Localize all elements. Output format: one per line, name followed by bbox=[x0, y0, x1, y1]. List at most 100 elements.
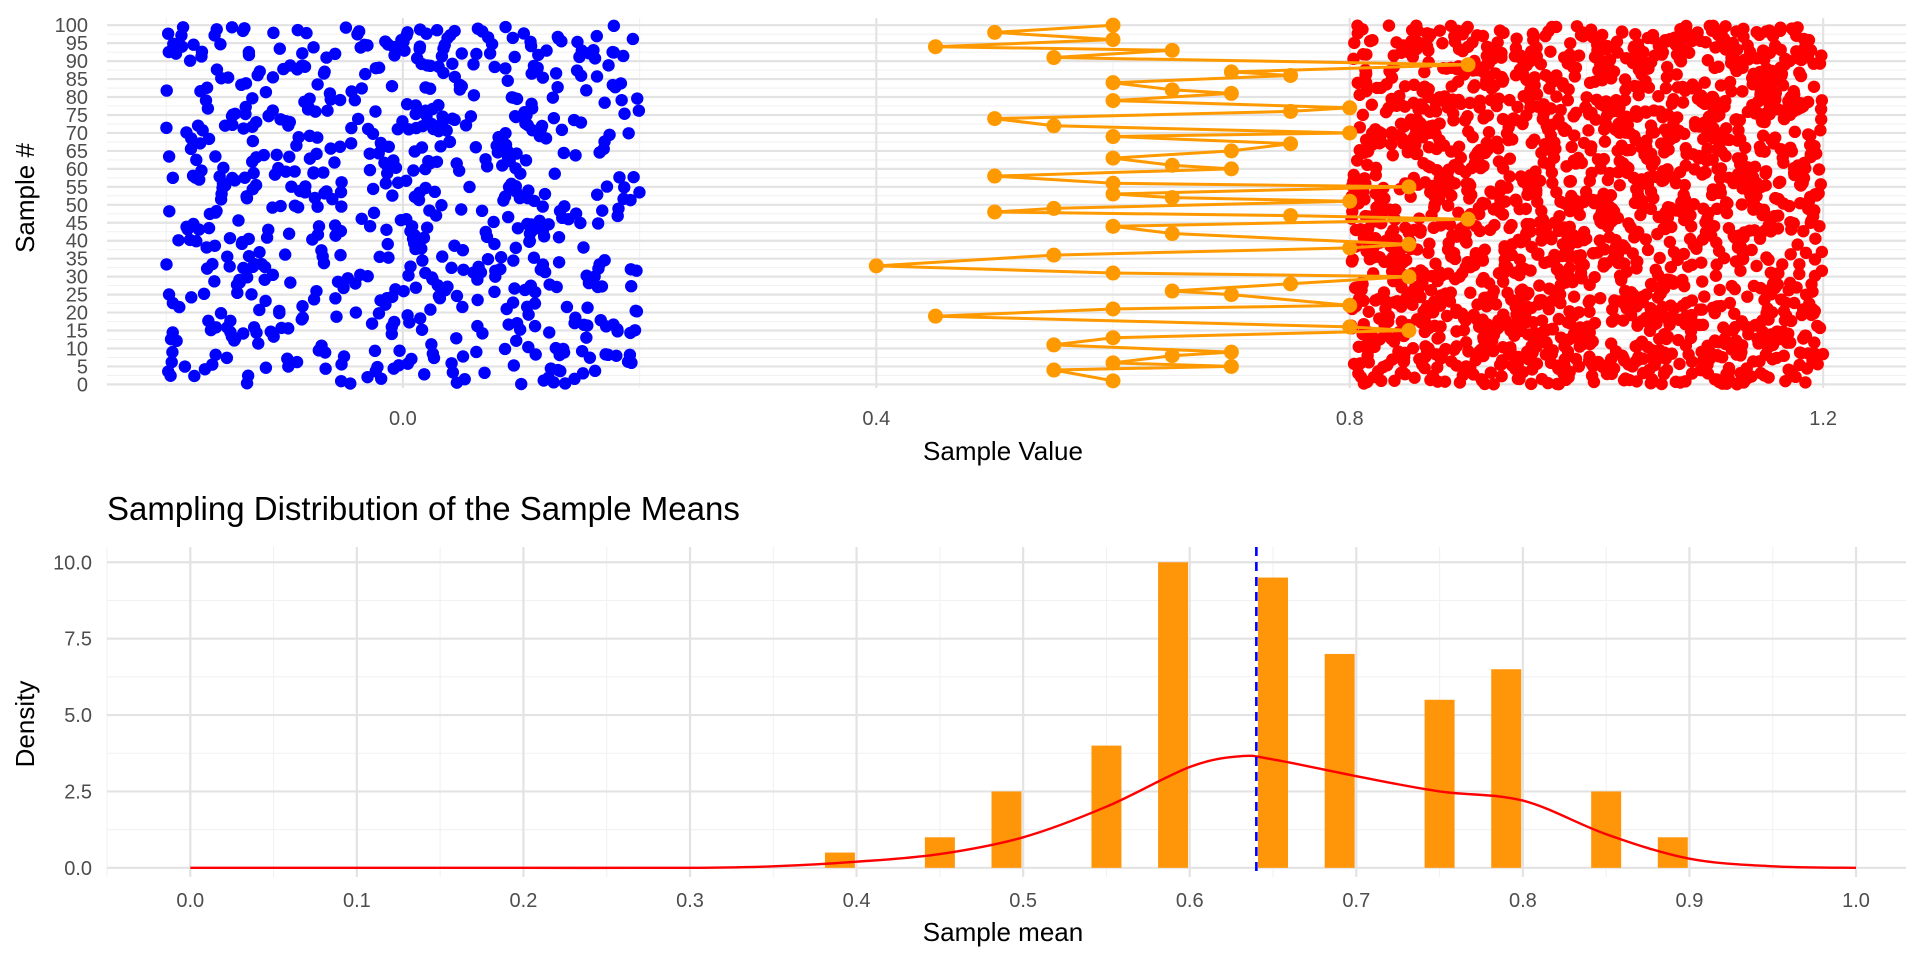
red-point bbox=[1418, 80, 1431, 93]
red-point bbox=[1609, 123, 1622, 137]
bottom-y-tick-label: 10.0 bbox=[53, 552, 92, 574]
blue-point bbox=[330, 310, 343, 323]
red-point bbox=[1602, 60, 1615, 73]
blue-point bbox=[162, 45, 176, 59]
blue-point bbox=[610, 349, 623, 362]
blue-point bbox=[568, 372, 581, 386]
red-point bbox=[1675, 195, 1688, 209]
red-point bbox=[1504, 344, 1517, 357]
blue-point bbox=[432, 290, 446, 303]
red-point bbox=[1753, 140, 1767, 153]
red-point bbox=[1660, 273, 1674, 286]
red-point bbox=[1681, 260, 1695, 273]
red-point bbox=[1498, 244, 1511, 257]
blue-point bbox=[424, 303, 437, 316]
blue-point bbox=[450, 332, 463, 345]
red-point bbox=[1433, 117, 1446, 130]
red-point bbox=[1793, 197, 1807, 210]
blue-point bbox=[275, 321, 288, 335]
red-point bbox=[1428, 198, 1441, 211]
histogram-bar bbox=[1424, 699, 1455, 868]
blue-point bbox=[355, 212, 368, 225]
red-point bbox=[1353, 88, 1366, 102]
top-y-tick-label: 15 bbox=[66, 321, 88, 343]
blue-point bbox=[198, 363, 212, 376]
blue-point bbox=[523, 227, 537, 240]
blue-point bbox=[455, 203, 468, 216]
red-point bbox=[1607, 362, 1621, 375]
blue-point bbox=[209, 150, 222, 163]
red-point bbox=[1741, 39, 1754, 52]
blue-point bbox=[239, 100, 252, 114]
density-curve-group bbox=[190, 754, 1857, 870]
red-point bbox=[1459, 336, 1473, 349]
red-point bbox=[1800, 362, 1814, 375]
orange-point bbox=[1046, 118, 1062, 134]
red-point bbox=[1459, 165, 1472, 179]
red-point bbox=[1598, 135, 1612, 148]
blue-point bbox=[385, 79, 399, 93]
bottom-x-axis-title: Sample mean bbox=[923, 917, 1083, 947]
blue-point bbox=[408, 145, 421, 158]
blue-point bbox=[259, 361, 273, 374]
orange-line bbox=[876, 23, 1469, 383]
blue-point bbox=[319, 362, 332, 375]
red-point bbox=[1354, 370, 1368, 384]
red-point bbox=[1788, 125, 1802, 139]
red-point bbox=[1699, 166, 1712, 179]
red-point bbox=[1369, 123, 1382, 136]
blue-point bbox=[481, 252, 495, 266]
blue-point bbox=[320, 51, 333, 64]
red-point bbox=[1597, 123, 1611, 136]
blue-point bbox=[577, 318, 591, 332]
red-point bbox=[1736, 85, 1749, 98]
red-point bbox=[1671, 111, 1684, 124]
red-point bbox=[1466, 130, 1479, 144]
blue-point bbox=[593, 258, 606, 271]
blue-point bbox=[443, 135, 457, 149]
blue-point bbox=[262, 109, 275, 122]
red-point bbox=[1373, 312, 1386, 325]
red-point bbox=[1565, 140, 1578, 154]
top-x-axis-title: Sample Value bbox=[923, 436, 1083, 466]
blue-point bbox=[498, 342, 512, 356]
red-point bbox=[1359, 339, 1372, 353]
blue-point bbox=[606, 45, 619, 59]
red-point bbox=[1442, 236, 1455, 250]
red-point bbox=[1652, 210, 1665, 224]
red-point bbox=[1618, 73, 1632, 86]
red-point bbox=[1480, 74, 1493, 87]
blue-point bbox=[329, 292, 342, 305]
red-point bbox=[1754, 88, 1767, 101]
bottom-y-tick-label: 2.5 bbox=[64, 781, 92, 803]
red-point bbox=[1545, 166, 1559, 179]
red-point bbox=[1719, 20, 1732, 33]
histogram-bar bbox=[1258, 577, 1289, 868]
red-point bbox=[1702, 206, 1715, 220]
blue-point bbox=[339, 21, 353, 34]
blue-point bbox=[609, 80, 622, 94]
red-point bbox=[1416, 358, 1429, 371]
blue-point bbox=[517, 27, 531, 40]
red-point bbox=[1429, 348, 1442, 361]
red-point bbox=[1793, 258, 1806, 271]
blue-point bbox=[471, 293, 484, 307]
red-point bbox=[1575, 259, 1589, 273]
red-point bbox=[1484, 366, 1498, 379]
red-point bbox=[1425, 269, 1438, 283]
blue-point bbox=[519, 154, 533, 167]
red-point bbox=[1507, 112, 1520, 125]
red-point bbox=[1622, 161, 1635, 175]
blue-point bbox=[611, 209, 624, 223]
red-point bbox=[1592, 211, 1606, 224]
top-y-tick-label: 5 bbox=[77, 356, 88, 378]
blue-point bbox=[426, 347, 440, 360]
red-point bbox=[1729, 61, 1742, 74]
blue-point bbox=[401, 26, 414, 39]
red-point bbox=[1556, 237, 1570, 251]
blue-point bbox=[599, 348, 612, 361]
red-point bbox=[1738, 226, 1751, 239]
blue-point bbox=[328, 156, 341, 169]
blue-point bbox=[247, 321, 261, 334]
blue-point bbox=[627, 170, 640, 184]
